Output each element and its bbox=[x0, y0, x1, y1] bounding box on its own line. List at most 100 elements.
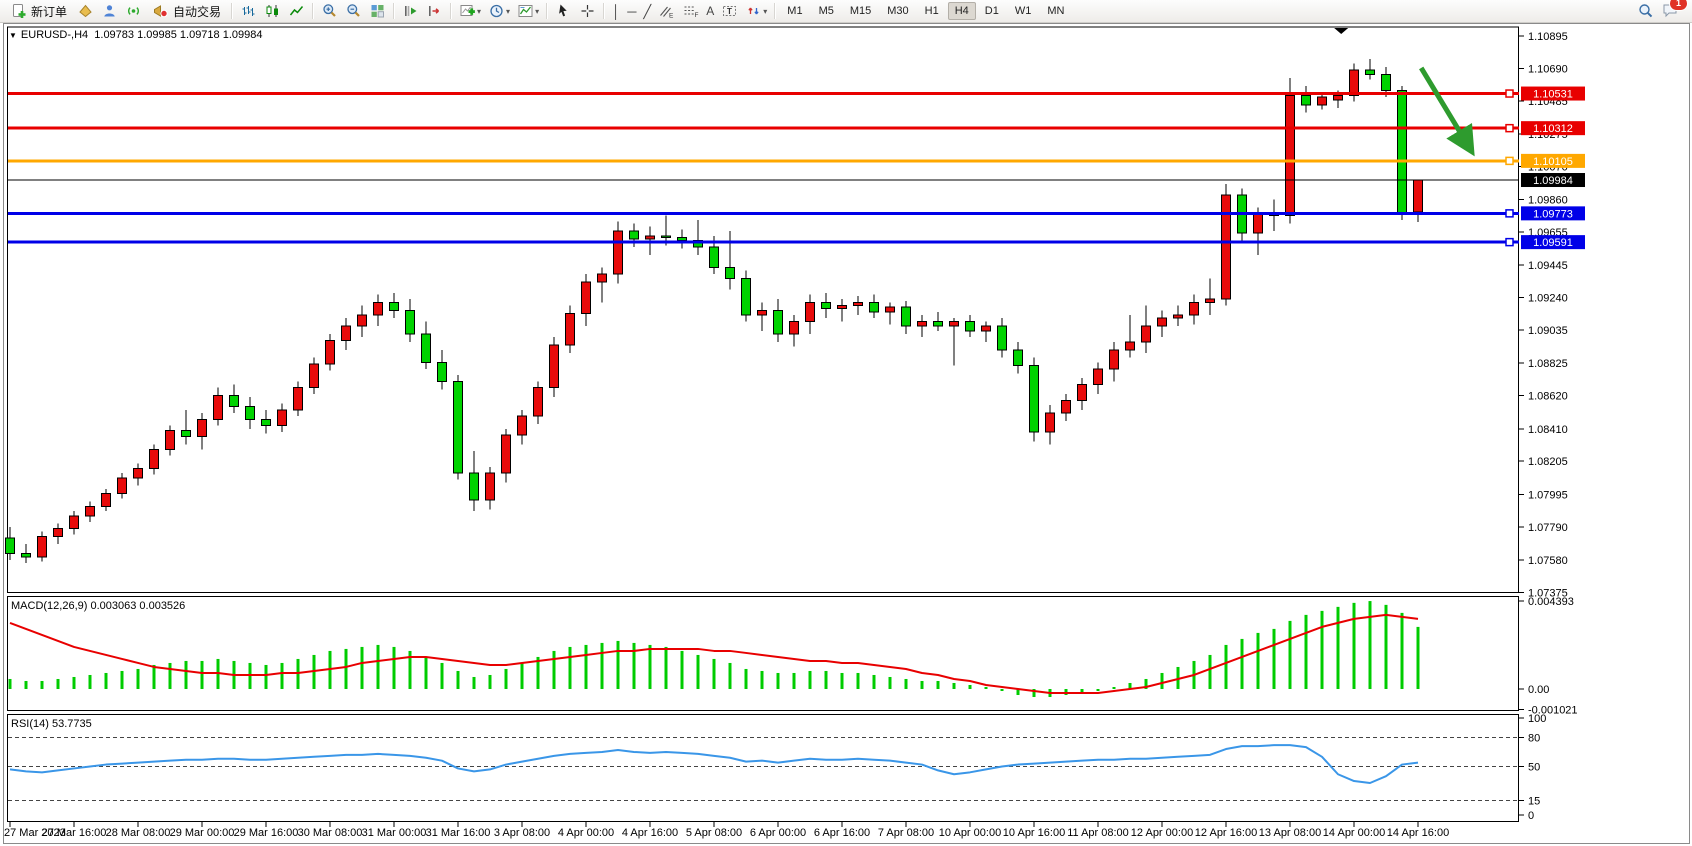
current-price-tag bbox=[1521, 173, 1585, 188]
hline-handle[interactable] bbox=[1505, 209, 1514, 218]
candle-body bbox=[1173, 314, 1183, 319]
periods-button[interactable]: ▾ bbox=[485, 1, 513, 21]
timeframe-m15-button[interactable]: M15 bbox=[843, 2, 878, 20]
toolbar-separator bbox=[312, 3, 315, 19]
time-tick-label: 12 Apr 16:00 bbox=[1195, 827, 1257, 839]
timeframe-d1-button[interactable]: D1 bbox=[978, 2, 1006, 20]
candlestick-chart-icon bbox=[266, 5, 279, 17]
timeframe-m5-button[interactable]: M5 bbox=[812, 2, 841, 20]
candle-body bbox=[677, 237, 687, 242]
candle-body bbox=[1077, 384, 1087, 401]
trendline-button[interactable]: ╱ bbox=[640, 1, 654, 21]
candle-body bbox=[341, 325, 351, 341]
macd-histogram-bar bbox=[40, 680, 44, 689]
new-order-button[interactable]: 新订单 bbox=[4, 1, 73, 21]
rsi-scale-label: 80 bbox=[1528, 732, 1540, 744]
timeframe-h4-button[interactable]: H4 bbox=[947, 2, 976, 20]
indicators-icon bbox=[460, 5, 475, 16]
macd-histogram-bar bbox=[664, 646, 668, 689]
hline-handle[interactable] bbox=[1505, 123, 1514, 133]
candle-body bbox=[741, 278, 751, 316]
chart-plot: 1.108951.106901.104851.102751.100701.098… bbox=[3, 23, 1690, 844]
fibonacci-button[interactable]: F bbox=[679, 1, 702, 21]
time-tick-label: 6 Apr 16:00 bbox=[814, 827, 870, 839]
chart-shift-marker[interactable] bbox=[1334, 28, 1349, 34]
candle-body bbox=[805, 301, 815, 322]
periods-dropdown-caret: ▾ bbox=[506, 6, 511, 16]
macd-histogram-bar bbox=[248, 662, 252, 689]
candlestick-chart-button[interactable] bbox=[261, 1, 284, 21]
auto-scroll-button[interactable] bbox=[399, 1, 422, 21]
new-order-icon bbox=[13, 4, 26, 18]
macd-histogram-bar bbox=[680, 650, 684, 689]
indicators-button[interactable]: ▾ bbox=[456, 1, 484, 21]
auto-trading-button[interactable]: 自动交易 bbox=[146, 1, 227, 21]
time-tick-label: 30 Mar 08:00 bbox=[298, 827, 363, 839]
bar-chart-button[interactable] bbox=[237, 1, 260, 21]
timeframe-mn-button[interactable]: MN bbox=[1040, 2, 1071, 20]
macd-plot-frame bbox=[7, 596, 1519, 711]
candle-body bbox=[917, 320, 927, 327]
trend-arrow-annotation[interactable] bbox=[1419, 66, 1475, 157]
candle-body bbox=[901, 306, 911, 327]
macd-histogram-bar bbox=[1080, 689, 1084, 694]
macd-histogram-bar bbox=[536, 656, 540, 689]
candle-body bbox=[1253, 213, 1263, 234]
community-button[interactable] bbox=[98, 1, 121, 21]
toolbar-separator bbox=[231, 3, 234, 19]
chart-shift-button[interactable] bbox=[423, 1, 446, 21]
cursor-button[interactable] bbox=[552, 1, 575, 21]
price-tick-label: 1.10690 bbox=[1528, 63, 1568, 75]
time-tick-label: 14 Apr 00:00 bbox=[1323, 827, 1385, 839]
candle-body bbox=[1125, 341, 1135, 351]
signals-button[interactable] bbox=[122, 1, 145, 21]
candle-body bbox=[1317, 96, 1327, 106]
candle-body bbox=[1157, 317, 1167, 327]
text-button[interactable]: A bbox=[703, 1, 717, 21]
zoom-out-button[interactable] bbox=[342, 1, 365, 21]
macd-histogram-bar bbox=[280, 662, 284, 689]
horizontal-line-icon: ─ bbox=[627, 3, 637, 19]
macd-histogram-bar bbox=[472, 676, 476, 689]
macd-histogram-bar bbox=[1160, 672, 1164, 689]
macd-histogram-bar bbox=[120, 670, 124, 689]
timeframe-h1-button[interactable]: H1 bbox=[918, 2, 946, 20]
crosshair-button[interactable] bbox=[576, 1, 599, 21]
macd-histogram-bar bbox=[1128, 682, 1132, 689]
hline-handle[interactable] bbox=[1505, 89, 1514, 98]
timeframe-w1-button[interactable]: W1 bbox=[1008, 2, 1039, 20]
macd-histogram-bar bbox=[1112, 686, 1116, 689]
macd-histogram-bar bbox=[1352, 602, 1356, 689]
search-button[interactable] bbox=[1634, 1, 1657, 21]
price-tick-label: 1.09860 bbox=[1528, 195, 1568, 207]
zoom-in-button[interactable] bbox=[318, 1, 341, 21]
candle-body bbox=[5, 537, 15, 555]
candle-body bbox=[453, 380, 463, 474]
arrows-dropdown-caret: ▾ bbox=[763, 6, 768, 16]
price-tick-label: 1.07580 bbox=[1528, 555, 1568, 567]
symbol-dropdown-icon[interactable]: ▼ bbox=[9, 30, 17, 40]
text-label-button[interactable]: T bbox=[718, 1, 741, 21]
vertical-line-button[interactable]: │ bbox=[609, 1, 623, 21]
equidistant-channel-button[interactable]: E bbox=[655, 1, 678, 21]
rsi-label: RSI(14) 53.7735 bbox=[11, 718, 92, 730]
time-tick-label: 11 Apr 08:00 bbox=[1067, 827, 1129, 839]
hline-handle[interactable] bbox=[1505, 156, 1514, 166]
tile-windows-icon bbox=[371, 5, 385, 18]
bar-chart-icon bbox=[242, 6, 255, 16]
templates-button[interactable]: ▾ bbox=[514, 1, 542, 21]
hline-handle[interactable] bbox=[1505, 237, 1514, 247]
tile-windows-button[interactable] bbox=[366, 1, 389, 21]
macd-histogram-bar bbox=[728, 662, 732, 689]
notification-badge[interactable]: 1 bbox=[1669, 0, 1688, 11]
arrows-button[interactable]: ▾ bbox=[742, 1, 770, 21]
timeframe-m30-button[interactable]: M30 bbox=[880, 2, 915, 20]
chart-title[interactable]: ▼ EURUSD-,H4 1.09783 1.09985 1.09718 1.0… bbox=[9, 29, 262, 41]
metaeditor-button[interactable] bbox=[74, 1, 97, 21]
macd-histogram-bar bbox=[1304, 614, 1308, 689]
toolbar-separator bbox=[546, 3, 549, 19]
timeframe-m1-button[interactable]: M1 bbox=[780, 2, 809, 20]
line-chart-button[interactable] bbox=[285, 1, 308, 21]
horizontal-line-button[interactable]: ─ bbox=[624, 1, 639, 21]
